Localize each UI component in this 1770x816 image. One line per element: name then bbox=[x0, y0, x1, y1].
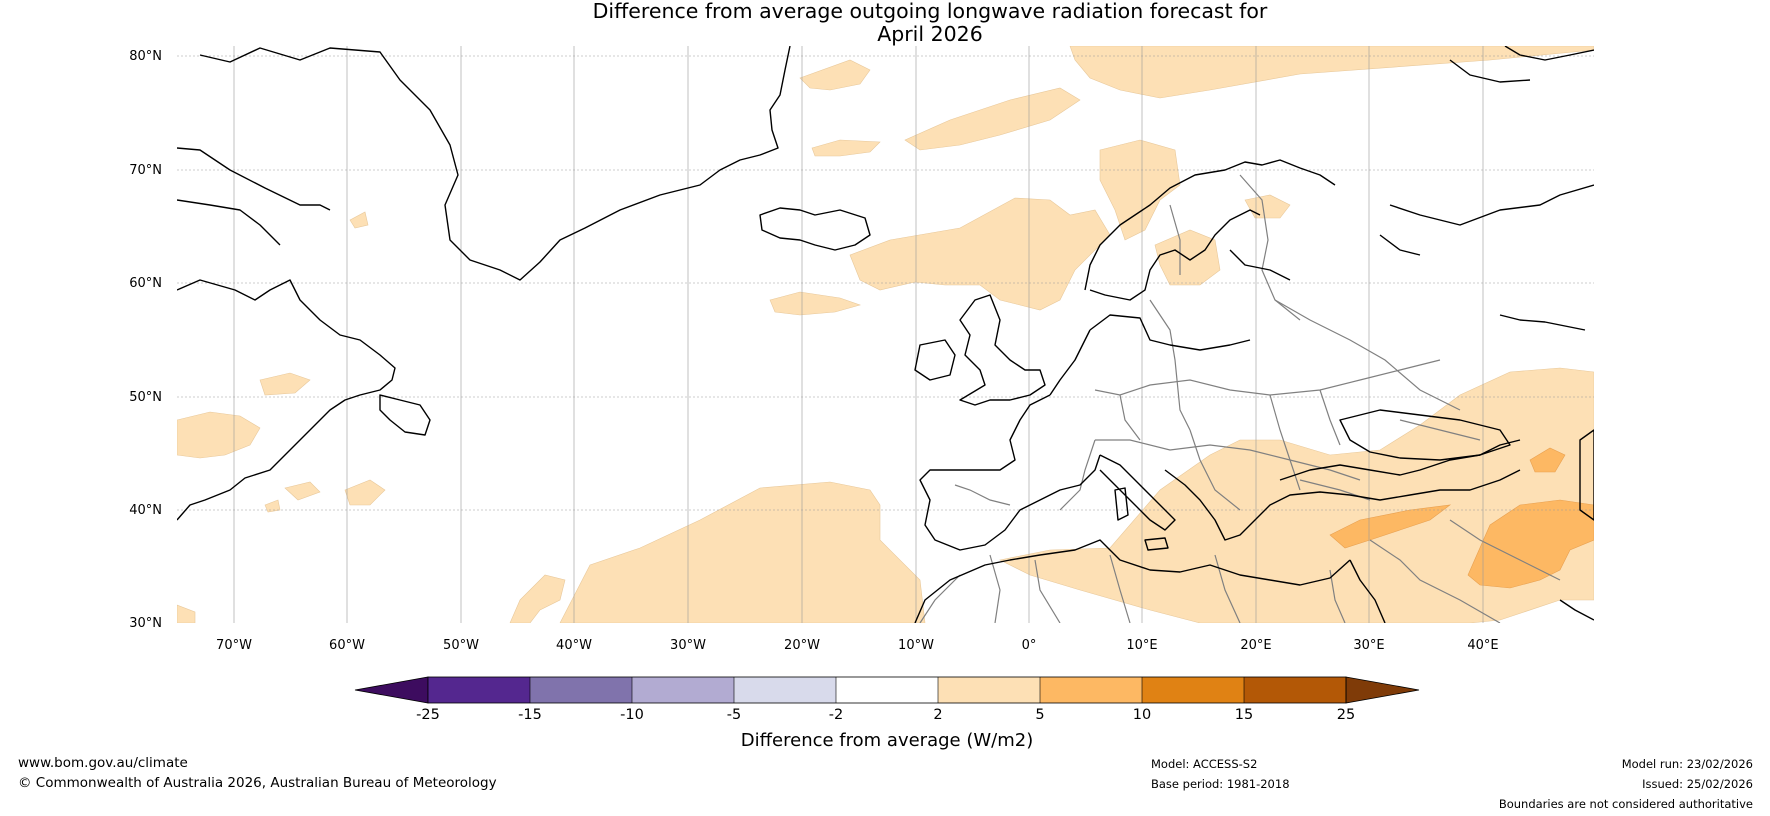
coastlines bbox=[177, 46, 1594, 623]
lon-label-10e: 10°E bbox=[1126, 638, 1157, 653]
latitude-labels: 80°N 70°N 60°N 50°N 40°N 30°N bbox=[129, 49, 162, 631]
colorbar-tick-2: 2 bbox=[933, 707, 942, 723]
lat-label-50n: 50°N bbox=[129, 390, 162, 405]
colorbar-bin-neg10-neg5 bbox=[632, 677, 734, 703]
title-line-2: April 2026 bbox=[877, 22, 983, 46]
colorbar-tick-5: 5 bbox=[1035, 707, 1044, 723]
footer-copyright: © Commonwealth of Australia 2026, Austra… bbox=[18, 775, 497, 791]
colorbar-tick-25: 25 bbox=[1337, 707, 1355, 723]
footer-model: Model: ACCESS-S2 bbox=[1151, 757, 1258, 771]
colorbar-tick-neg25: -25 bbox=[416, 707, 440, 723]
map-title: Difference from average outgoing longwav… bbox=[0, 0, 1770, 46]
colorbar-bin-neg15-neg10 bbox=[530, 677, 632, 703]
colorbar-tick-neg5: -5 bbox=[727, 707, 741, 723]
lon-label-40w: 40°W bbox=[556, 638, 592, 653]
colorbar-tick-10: 10 bbox=[1133, 707, 1151, 723]
title-line-1: Difference from average outgoing longwav… bbox=[592, 0, 1268, 23]
lon-label-20e: 20°E bbox=[1240, 638, 1271, 653]
lat-label-80n: 80°N bbox=[129, 49, 162, 64]
map-area bbox=[177, 46, 1594, 623]
colorbar-title: Difference from average (W/m2) bbox=[741, 730, 1033, 751]
colorbar-bin-5-10 bbox=[1040, 677, 1142, 703]
footer-disclaimer: Boundaries are not considered authoritat… bbox=[1498, 797, 1753, 811]
colorbar-tick-neg10: -10 bbox=[620, 707, 644, 723]
lat-label-30n: 30°N bbox=[129, 616, 162, 631]
lon-label-60w: 60°W bbox=[329, 638, 365, 653]
lon-label-50w: 50°W bbox=[443, 638, 479, 653]
footer-issued: Issued: 25/02/2026 bbox=[1642, 777, 1753, 791]
graticule bbox=[177, 46, 1594, 623]
lon-label-70w: 70°W bbox=[216, 638, 252, 653]
lat-label-60n: 60°N bbox=[129, 276, 162, 291]
footer-url: www.bom.gov.au/climate bbox=[18, 755, 188, 771]
anomaly-orange-areas bbox=[1329, 447, 1594, 589]
colorbar-bin-15-25 bbox=[1244, 677, 1346, 703]
lat-label-40n: 40°N bbox=[129, 503, 162, 518]
colorbar-tick-neg15: -15 bbox=[518, 707, 542, 723]
lon-label-30w: 30°W bbox=[670, 638, 706, 653]
colorbar-bin-2-5 bbox=[938, 677, 1040, 703]
lon-label-0: 0° bbox=[1022, 638, 1037, 653]
colorbar-bin-10-15 bbox=[1142, 677, 1244, 703]
country-borders bbox=[919, 174, 1561, 623]
longitude-labels: 70°W 60°W 50°W 40°W 30°W 20°W 10°W 0° 10… bbox=[216, 638, 1499, 653]
lon-label-10w: 10°W bbox=[898, 638, 934, 653]
colorbar-high-extension bbox=[1345, 676, 1420, 704]
colorbar-bin-neg5-neg2 bbox=[734, 677, 836, 703]
colorbar-tick-neg2: -2 bbox=[829, 707, 843, 723]
colorbar-low-extension bbox=[354, 676, 429, 704]
colorbar-bin-neg25-neg15 bbox=[428, 677, 530, 703]
lon-label-40e: 40°E bbox=[1467, 638, 1498, 653]
colorbar-outline bbox=[427, 676, 1347, 704]
colorbar-bin-neg2-2 bbox=[836, 677, 938, 703]
colorbar-tick-15: 15 bbox=[1235, 707, 1253, 723]
lat-label-70n: 70°N bbox=[129, 163, 162, 178]
lon-label-30e: 30°E bbox=[1353, 638, 1384, 653]
footer-base-period: Base period: 1981-2018 bbox=[1151, 777, 1290, 791]
colorbar: -25 -15 -10 -5 -2 2 5 10 15 25 Differenc… bbox=[354, 676, 1420, 751]
footer-model-run: Model run: 23/02/2026 bbox=[1621, 757, 1753, 771]
lon-label-20w: 20°W bbox=[784, 638, 820, 653]
